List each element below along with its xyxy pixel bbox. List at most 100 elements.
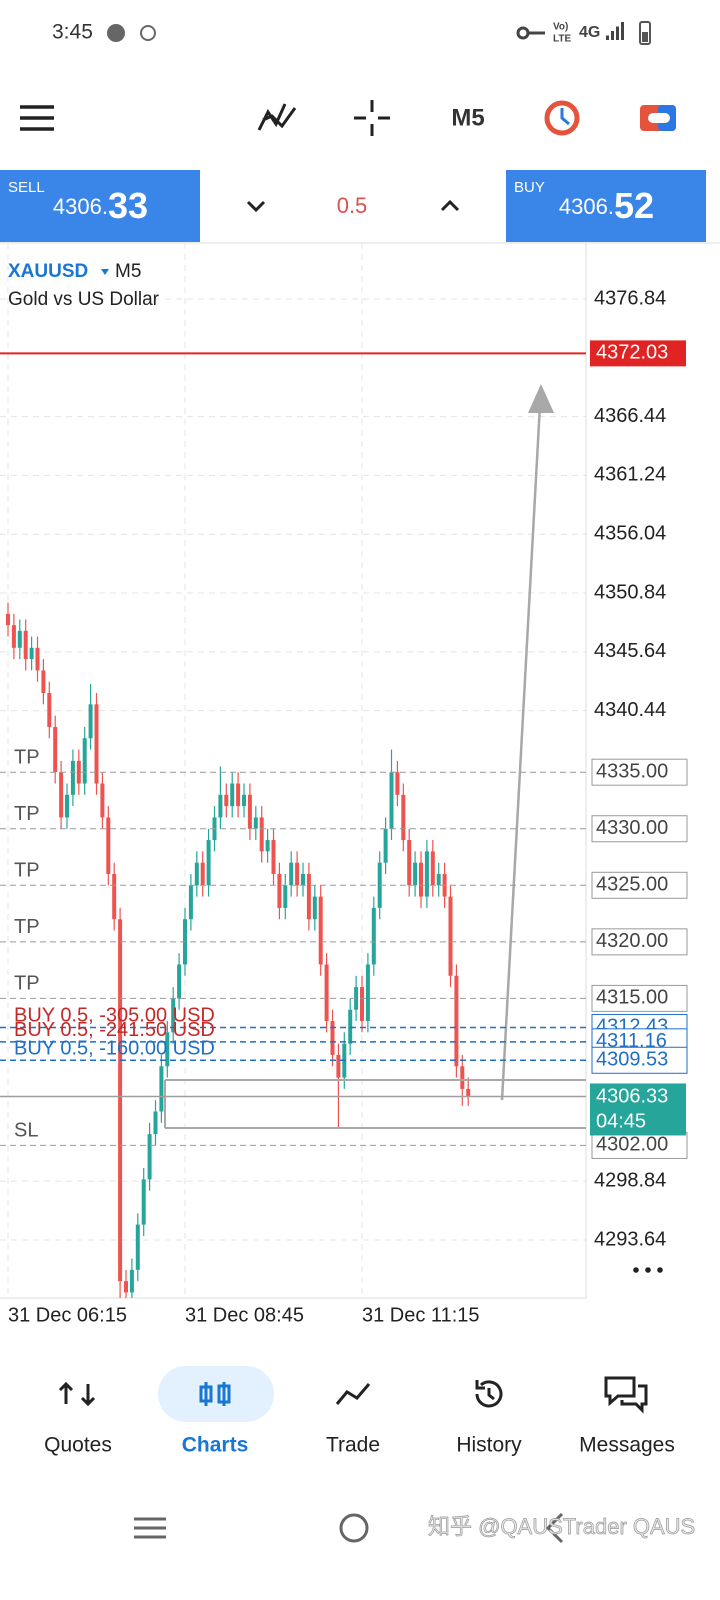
candle-body (188, 885, 193, 920)
tp-tag: TP (14, 746, 40, 768)
candle-body (430, 851, 435, 886)
candle-body (230, 783, 235, 807)
android-home[interactable] (339, 1513, 369, 1543)
drawn-arrow (500, 404, 542, 1101)
symbol: XAUUSD (8, 261, 88, 282)
candle-body (259, 817, 264, 852)
candle-body (153, 1111, 158, 1135)
signal-bar (606, 35, 609, 40)
status-icon (140, 25, 156, 41)
position-label: 4311.16 (596, 1030, 667, 1052)
candle-body (306, 873, 311, 920)
y-tick-label: 4298.84 (594, 1169, 666, 1191)
candle-body (401, 794, 406, 841)
candle-body (23, 630, 28, 660)
nav-label[interactable]: Quotes (44, 1434, 112, 1457)
candle-body (94, 704, 99, 784)
candle-body (283, 885, 288, 908)
sell-price-main: 4306. (53, 194, 108, 219)
sell-button[interactable] (0, 170, 200, 242)
position-text: BUY 0.5, -241.50 USD (14, 1019, 215, 1041)
tp-box (591, 815, 688, 843)
status-time: 3:45 (52, 21, 93, 44)
candle-body (424, 851, 429, 897)
drawn-arrow-head (528, 384, 554, 413)
candle-body (377, 862, 382, 908)
more-dots[interactable] (657, 1267, 663, 1273)
more-dots[interactable] (633, 1267, 639, 1273)
candle-body (106, 817, 111, 874)
candle-body (236, 783, 241, 807)
nav-icon[interactable] (335, 1383, 371, 1405)
volume-down[interactable] (246, 200, 266, 213)
tp-box (591, 984, 688, 1012)
candle-body (159, 1066, 164, 1112)
one-click-icon (648, 113, 670, 123)
nav-icon[interactable] (199, 1382, 231, 1406)
y-tick-label: 4340.44 (594, 699, 666, 721)
nav-label[interactable]: Trade (326, 1434, 380, 1457)
volume-up[interactable] (440, 199, 460, 212)
nav-label[interactable]: History (456, 1434, 522, 1457)
buy-button[interactable] (506, 170, 706, 242)
nav-icon[interactable] (58, 1381, 96, 1407)
candle-body (371, 907, 376, 965)
android-back[interactable] (545, 1512, 564, 1544)
sl-box (591, 1131, 688, 1159)
candle-body (129, 1269, 134, 1293)
symbol-dropdown[interactable] (101, 269, 109, 275)
tp-tag: TP (14, 973, 40, 995)
alert-label: 4372.03 (596, 342, 668, 364)
signal-bar (611, 31, 614, 40)
candle-body (348, 1009, 353, 1044)
watermark: 知乎 @QAUSTrader QAUS (428, 1514, 695, 1539)
candle-body (112, 873, 117, 920)
nav-icon[interactable] (604, 1376, 648, 1414)
candle-body (17, 630, 22, 648)
trade-icon[interactable] (544, 100, 580, 136)
candle-body (65, 794, 69, 818)
candle-body (70, 760, 75, 795)
chart-title: Gold vs US Dollar (8, 289, 160, 310)
candle-body (318, 896, 323, 965)
buy-price-main: 4306. (559, 194, 614, 219)
nav-icon[interactable] (475, 1380, 503, 1408)
candle-body (295, 862, 300, 886)
candle-body (76, 760, 81, 784)
chart-type-icon[interactable] (257, 103, 297, 131)
signal-bar (621, 22, 624, 40)
candle-body (6, 613, 10, 626)
status-icon (107, 24, 125, 42)
candle-body (336, 1054, 341, 1078)
nav-label[interactable]: Charts (182, 1434, 249, 1457)
candle-body (460, 1066, 465, 1089)
tp-label: 4325.00 (596, 874, 668, 896)
candle-body (135, 1224, 140, 1270)
candle-body (35, 647, 40, 671)
candle-body (41, 670, 46, 694)
sl-label: 4302.00 (596, 1134, 668, 1156)
candle-body (124, 1281, 128, 1293)
tp-tag: TP (14, 916, 40, 938)
nav-label[interactable]: Messages (579, 1434, 675, 1457)
crosshair-icon[interactable] (354, 100, 390, 136)
active-pill (158, 1366, 274, 1422)
candle-body (277, 873, 282, 908)
network-label: 4G (579, 24, 600, 41)
x-tick-label: 31 Dec 11:15 (362, 1304, 480, 1326)
candle-body (194, 862, 199, 886)
y-tick-label: 4376.84 (594, 287, 666, 309)
sl-tag: SL (14, 1120, 38, 1142)
volte-label: Vo) (553, 22, 568, 33)
candle-body (118, 919, 123, 1282)
candle-body (454, 975, 459, 1067)
y-tick-label: 4361.24 (594, 464, 666, 486)
candle-body (407, 840, 412, 886)
candle-body (165, 1032, 170, 1067)
candle-body (29, 647, 34, 660)
candle-body (177, 964, 182, 999)
candle-body (389, 772, 394, 829)
candle-body (82, 738, 87, 784)
more-dots[interactable] (645, 1267, 651, 1273)
